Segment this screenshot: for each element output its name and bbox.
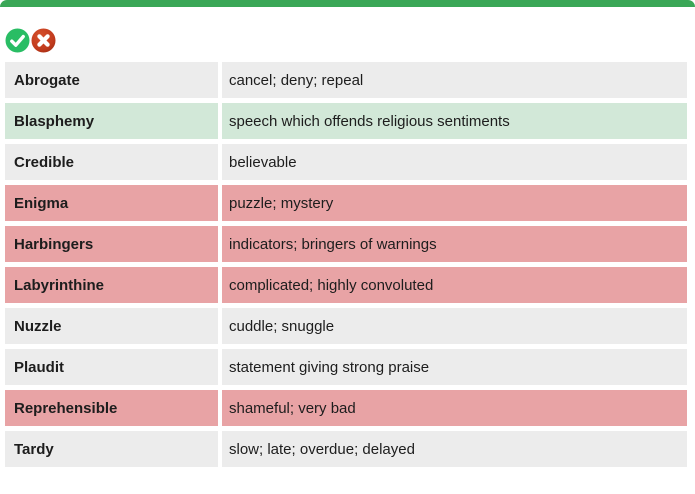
word-cell: Blasphemy xyxy=(5,103,218,139)
word-cell: Reprehensible xyxy=(5,390,218,426)
definition-cell: speech which offends religious sentiment… xyxy=(222,103,687,139)
table-row[interactable]: Credible believable xyxy=(5,144,687,180)
vocabulary-table: Abrogate cancel; deny; repeal Blasphemy spe… xyxy=(5,62,687,467)
word-cell: Labyrinthine xyxy=(5,267,218,303)
word-cell: Tardy xyxy=(5,431,218,467)
word-cell: Harbingers xyxy=(5,226,218,262)
top-accent-bar xyxy=(0,0,695,7)
word-cell: Enigma xyxy=(5,185,218,221)
definition-cell: shameful; very bad xyxy=(222,390,687,426)
x-circle-icon[interactable] xyxy=(31,28,56,53)
word-cell: Credible xyxy=(5,144,218,180)
table-row[interactable]: Enigma puzzle; mystery xyxy=(5,185,687,221)
table-row[interactable]: Nuzzle cuddle; snuggle xyxy=(5,308,687,344)
word-cell: Nuzzle xyxy=(5,308,218,344)
table-row[interactable]: Plaudit statement giving strong praise xyxy=(5,349,687,385)
word-cell: Plaudit xyxy=(5,349,218,385)
check-circle-icon[interactable] xyxy=(5,28,30,53)
definition-cell: statement giving strong praise xyxy=(222,349,687,385)
definition-cell: complicated; highly convoluted xyxy=(222,267,687,303)
table-row[interactable]: Reprehensible shameful; very bad xyxy=(5,390,687,426)
definition-cell: cuddle; snuggle xyxy=(222,308,687,344)
definition-cell: believable xyxy=(222,144,687,180)
definition-cell: puzzle; mystery xyxy=(222,185,687,221)
table-row[interactable]: Blasphemy speech which offends religious … xyxy=(5,103,687,139)
definition-cell: indicators; bringers of warnings xyxy=(222,226,687,262)
marking-toolbar xyxy=(5,28,56,53)
table-row[interactable]: Labyrinthine complicated; highly convolut… xyxy=(5,267,687,303)
table-row[interactable]: Harbingers indicators; bringers of warnin… xyxy=(5,226,687,262)
definition-cell: slow; late; overdue; delayed xyxy=(222,431,687,467)
table-row[interactable]: Abrogate cancel; deny; repeal xyxy=(5,62,687,98)
definition-cell: cancel; deny; repeal xyxy=(222,62,687,98)
word-cell: Abrogate xyxy=(5,62,218,98)
table-row[interactable]: Tardy slow; late; overdue; delayed xyxy=(5,431,687,467)
